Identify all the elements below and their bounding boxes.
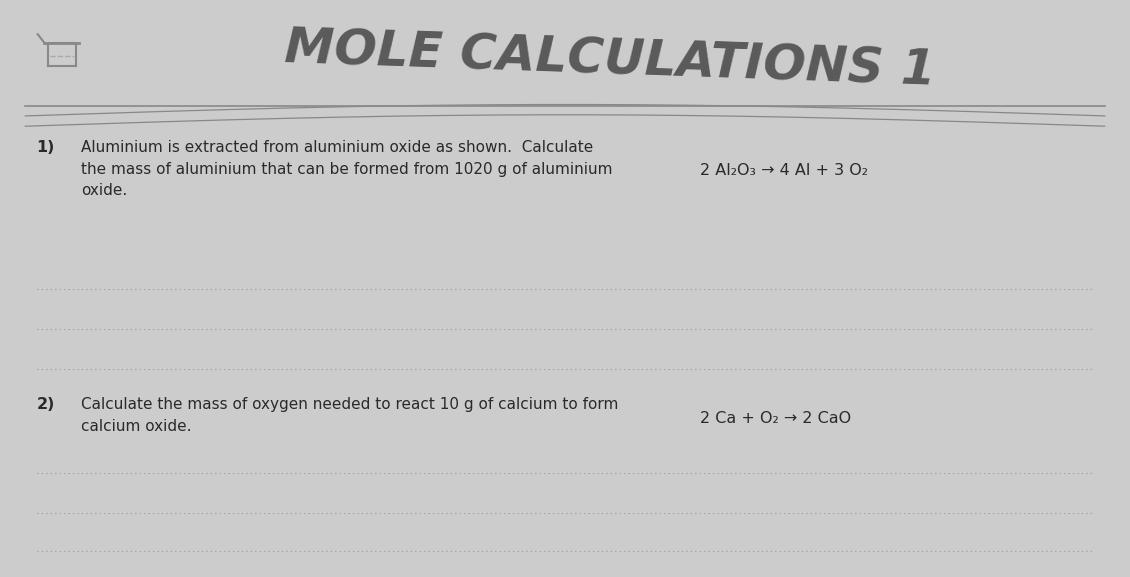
Text: Calculate the mass of oxygen needed to react 10 g of calcium to form
calcium oxi: Calculate the mass of oxygen needed to r… [81,397,619,434]
Text: MOLE CALCULATIONS 1: MOLE CALCULATIONS 1 [284,25,937,95]
Text: 2 Ca + O₂ → 2 CaO: 2 Ca + O₂ → 2 CaO [699,411,851,426]
Text: 2 Al₂O₃ → 4 Al + 3 O₂: 2 Al₂O₃ → 4 Al + 3 O₂ [699,163,868,178]
Text: 1): 1) [36,140,55,155]
Text: Aluminium is extracted from aluminium oxide as shown.  Calculate
the mass of alu: Aluminium is extracted from aluminium ox… [81,140,612,198]
Text: 2): 2) [36,397,55,412]
